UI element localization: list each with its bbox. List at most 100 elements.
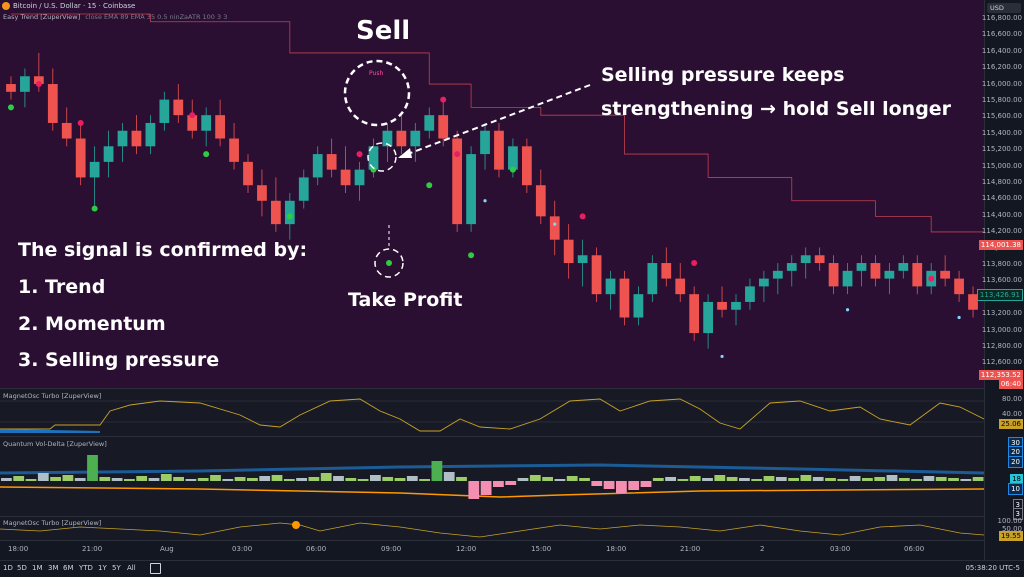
pink-signal-dot	[440, 96, 447, 103]
time-tick: 09:00	[381, 545, 402, 553]
vd-bar	[74, 478, 86, 481]
utc-clock[interactable]: 05:38:20 UTC-5	[965, 564, 1020, 572]
vd-bar	[443, 472, 455, 481]
pink-signal-dot	[579, 213, 586, 220]
candle	[549, 200, 560, 256]
candle	[61, 107, 72, 147]
vd-bar	[37, 473, 49, 481]
pink-signal-dot	[77, 119, 84, 126]
candle	[312, 146, 323, 186]
candle	[521, 138, 532, 193]
vd-bar	[788, 478, 799, 481]
pane3-title[interactable]: MagnetOsc Turbo [ZuperView]	[3, 519, 102, 527]
price-tick: 114,400.00	[981, 210, 1022, 219]
vol-delta-pane[interactable]: Quantum Vol-Delta [ZuperView]	[0, 436, 984, 517]
price-tick: 115,600.00	[981, 112, 1022, 121]
last-price-time: 06:40	[998, 379, 1023, 389]
green-signal-dot	[7, 104, 14, 111]
candlestick-chart[interactable]	[0, 0, 984, 388]
symbol-title[interactable]: Bitcoin / U.S. Dollar · 15 · Coinbase	[13, 2, 136, 10]
vd-bar	[911, 479, 922, 481]
candle	[745, 278, 755, 310]
vd-bar	[775, 477, 787, 481]
vd-bar	[763, 476, 775, 481]
range-5y[interactable]: 5Y	[112, 564, 121, 572]
currency-button[interactable]: USD	[987, 3, 1021, 13]
candle	[89, 146, 100, 209]
push-label: Push	[369, 70, 384, 77]
pane2-title[interactable]: Quantum Vol-Delta [ZuperView]	[3, 440, 107, 448]
range-6m[interactable]: 6M	[63, 564, 74, 572]
price-tick: 116,800.00	[981, 14, 1022, 22]
vd-bar	[13, 476, 25, 481]
vd-bar	[136, 476, 148, 481]
vd-bar	[87, 455, 98, 481]
price-tick: 115,000.00	[981, 161, 1022, 170]
candle	[884, 263, 895, 295]
vd-bar	[960, 479, 972, 481]
vd-bar	[812, 477, 824, 481]
candle	[786, 255, 797, 287]
price-tick: 115,800.00	[981, 96, 1022, 104]
range-1m[interactable]: 1M	[32, 564, 43, 572]
range-all[interactable]: All	[127, 564, 136, 572]
vd-bar	[603, 481, 615, 489]
bitcoin-icon	[2, 2, 10, 10]
vd-badge-7: 3	[1012, 508, 1023, 520]
time-tick: 15:00	[531, 545, 552, 553]
confirm-item-momentum: 2. Momentum	[18, 313, 166, 335]
range-5d[interactable]: 5D	[17, 564, 27, 572]
vd-bar	[99, 477, 111, 481]
time-tick: 18:00	[606, 545, 627, 553]
pane1-tick-80: 80.00	[1001, 395, 1022, 403]
candle	[647, 255, 658, 302]
candle	[20, 68, 30, 108]
green-signal-dot	[468, 252, 475, 259]
candle	[619, 270, 630, 326]
price-tick: 116,600.00	[981, 30, 1022, 39]
magnetosc-pane-2[interactable]: MagnetOsc Turbo [ZuperView]	[0, 516, 984, 541]
vd-bar	[554, 479, 566, 481]
time-tick: 2	[760, 545, 765, 553]
price-axis[interactable]: USD 116,800.00 116,600.00 116,400.00 116,20…	[976, 0, 1024, 560]
vd-bar	[751, 479, 763, 481]
candle	[257, 169, 267, 217]
time-axis[interactable]: 18:00 21:00 Aug 03:00 06:00 09:00 12:00 15:00 18…	[0, 540, 984, 561]
vd-bar	[886, 475, 898, 481]
candle	[480, 122, 490, 170]
vd-bar	[234, 477, 246, 481]
calendar-icon[interactable]	[150, 563, 161, 574]
vd-bar	[493, 481, 504, 487]
vol-delta-histogram	[0, 455, 984, 499]
main-chart-pane[interactable]: Bitcoin / U.S. Dollar · 15 · Coinbase Ea…	[0, 0, 984, 388]
range-ytd[interactable]: YTD	[79, 564, 93, 572]
pane1-title[interactable]: MagnetOsc Turbo [ZuperView]	[3, 392, 102, 400]
sell-label: Sell	[356, 16, 411, 46]
pink-signal-dot	[691, 260, 698, 267]
range-1y[interactable]: 1Y	[98, 564, 107, 572]
pane1-oscillator	[0, 398, 984, 433]
pane3-tick-100: 100.00	[997, 517, 1023, 525]
pane3-tick-50: 50.00	[1001, 525, 1022, 533]
vd-bar	[898, 478, 910, 481]
indicator-legend[interactable]: Easy Trend [ZuperView] close EMA 89 EMA …	[3, 13, 227, 21]
green-signal-dot	[370, 166, 377, 173]
candle	[898, 255, 909, 279]
vd-bar	[222, 479, 234, 481]
candle	[689, 286, 700, 341]
price-tick: 115,400.00	[981, 128, 1022, 137]
time-tick: 21:00	[82, 545, 103, 553]
vd-bar	[468, 481, 480, 499]
vd-bar	[124, 479, 135, 481]
blue-signal-dot	[483, 199, 487, 203]
pink-signal-dot	[35, 81, 42, 88]
range-3m[interactable]: 3M	[48, 564, 59, 572]
magnetosc-pane-1[interactable]: MagnetOsc Turbo [ZuperView]	[0, 388, 984, 437]
candle	[215, 99, 225, 147]
vd-bar	[616, 481, 627, 493]
vd-bar	[394, 478, 406, 481]
vd-bar	[148, 478, 160, 481]
range-1d[interactable]: 1D	[3, 564, 13, 572]
candle	[340, 146, 351, 193]
vd-bar	[689, 476, 701, 481]
